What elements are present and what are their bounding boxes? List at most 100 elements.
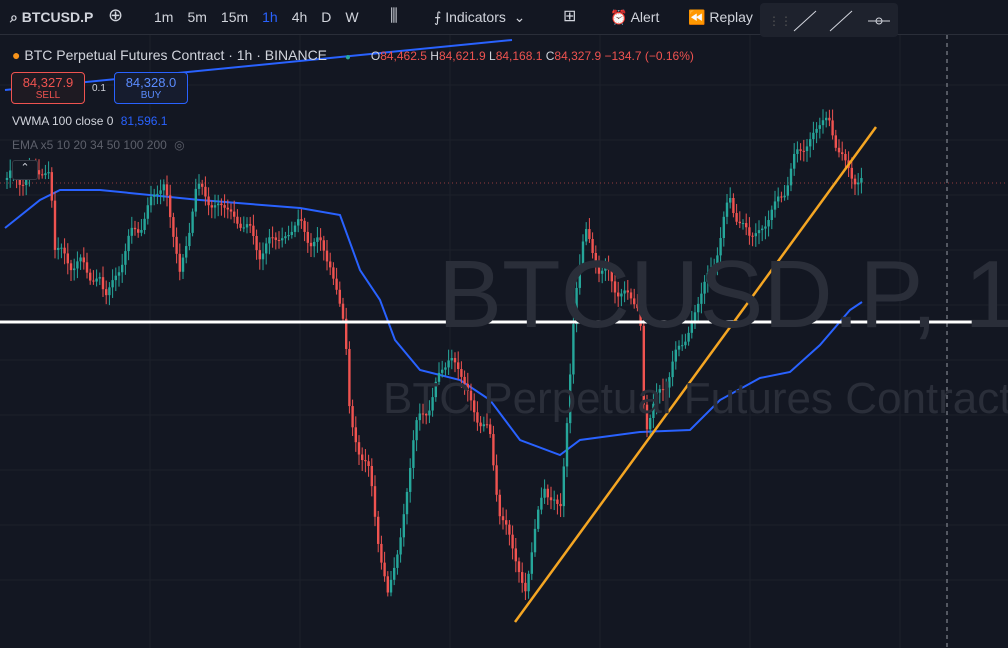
alert-label[interactable]: Alert <box>630 9 660 25</box>
collapse-button[interactable]: ⌃ <box>12 160 38 180</box>
interval-button[interactable]: D <box>321 9 332 25</box>
quantity[interactable]: 0.1 <box>92 83 106 94</box>
indicators-label[interactable]: Indicators <box>445 9 506 25</box>
candle-body <box>802 150 805 152</box>
candle-body <box>857 182 860 185</box>
interval-button[interactable]: 5m <box>187 9 207 25</box>
interval-button[interactable]: W <box>345 9 359 25</box>
candle-body <box>386 576 389 593</box>
candle-body <box>575 287 578 325</box>
candle-body <box>684 341 687 346</box>
candle-body <box>178 253 181 272</box>
watermark-description: BTC Perpetual Futures Contract <box>383 374 1008 423</box>
candle-body <box>313 241 316 247</box>
candle-body <box>620 293 623 297</box>
buy-label[interactable]: BUY <box>140 90 162 101</box>
tool-trend[interactable] <box>793 10 817 32</box>
candle-body <box>732 197 735 214</box>
candle-body <box>853 178 857 185</box>
orange-trendline <box>513 126 878 623</box>
btc-icon: ● <box>12 47 21 63</box>
candle-body <box>687 332 690 342</box>
symbol[interactable]: BTCUSD.P <box>21 9 94 25</box>
buy-button[interactable]: 84,328.0 BUY <box>114 72 188 104</box>
candle-body <box>137 229 140 233</box>
tool-ray[interactable] <box>829 10 853 32</box>
interval-button[interactable]: 1h <box>262 9 278 25</box>
buy-price[interactable]: 84,328.0 <box>125 75 177 90</box>
high: 84,621.9 <box>438 49 486 63</box>
candle-body <box>402 514 405 538</box>
candle-body <box>162 184 165 191</box>
candle-body <box>639 308 642 326</box>
add-symbol[interactable]: ⊕ <box>108 5 124 25</box>
candle-body <box>265 243 268 254</box>
candle-body <box>466 383 469 391</box>
drag-handle[interactable]: ⋮⋮ <box>768 14 792 28</box>
candle-body <box>716 255 719 265</box>
candle-body <box>777 196 780 202</box>
sell-button[interactable]: 84,327.9 SELL <box>11 72 85 104</box>
candle-body <box>159 190 162 194</box>
alert-button[interactable]: ⏰ Alert <box>610 9 660 25</box>
candle-body <box>41 174 44 176</box>
candle-body <box>549 497 553 501</box>
candle-body <box>60 247 63 249</box>
candle-body <box>460 369 463 377</box>
sell-label[interactable]: SELL <box>35 90 61 101</box>
candle-body <box>405 491 409 515</box>
candle-body <box>306 231 309 243</box>
candle-body <box>751 235 754 237</box>
candle-body <box>754 233 757 237</box>
candle-body <box>95 278 98 282</box>
candle-body <box>44 173 47 176</box>
candle-body <box>709 268 713 273</box>
candle-body <box>629 292 633 299</box>
interval-button[interactable]: 15m <box>220 9 249 25</box>
candle-body <box>562 466 565 507</box>
candle-body <box>354 427 357 443</box>
open: 84,462.5 <box>380 49 427 63</box>
candle-body <box>18 177 21 185</box>
candle-body <box>578 265 581 288</box>
candle-body <box>181 257 185 272</box>
candle-body <box>837 147 841 153</box>
candle-body <box>290 231 293 236</box>
candle-body <box>783 195 786 198</box>
candle-body <box>191 211 194 233</box>
candle-body <box>591 238 594 253</box>
candle-body <box>249 224 252 226</box>
candle-body <box>383 562 386 577</box>
interval-button[interactable]: 1m <box>154 9 174 25</box>
candle-body <box>527 573 530 592</box>
candle-body <box>834 135 837 148</box>
candle-body <box>124 251 127 265</box>
candle-body <box>57 247 60 250</box>
candle-body <box>482 424 485 427</box>
candle-body <box>453 358 457 363</box>
candle-body <box>351 406 354 428</box>
intervals: 1m 5m 15m 1h 4h D W <box>154 9 373 25</box>
symbol-search[interactable]: ⌕ BTCUSD.P <box>10 9 94 25</box>
candle-body <box>540 497 543 510</box>
sell-price[interactable]: 84,327.9 <box>22 75 74 90</box>
candle-body <box>9 170 12 178</box>
candle-body <box>738 221 741 224</box>
replay-button[interactable]: ⏪ Replay <box>688 9 753 25</box>
candle-body <box>789 168 793 186</box>
replay-label[interactable]: Replay <box>709 9 753 25</box>
candle-body <box>325 250 329 262</box>
indicators-button[interactable]: ⨍ Indicators ⌄ <box>434 9 526 25</box>
candle-body <box>559 503 562 507</box>
chart-type[interactable]: ⫼ <box>390 6 398 25</box>
candle-body <box>441 369 444 373</box>
interval-button[interactable]: 4h <box>291 9 308 25</box>
candle-body <box>197 183 201 189</box>
hidden-icon[interactable]: ◎ <box>174 138 185 152</box>
candle-body <box>341 303 345 319</box>
candle-body <box>319 237 322 241</box>
legend-title: BTC Perpetual Futures Contract · 1h · BI… <box>24 47 328 63</box>
layouts[interactable]: ⊞ <box>563 8 577 25</box>
tool-hline-dot[interactable] <box>875 17 883 25</box>
